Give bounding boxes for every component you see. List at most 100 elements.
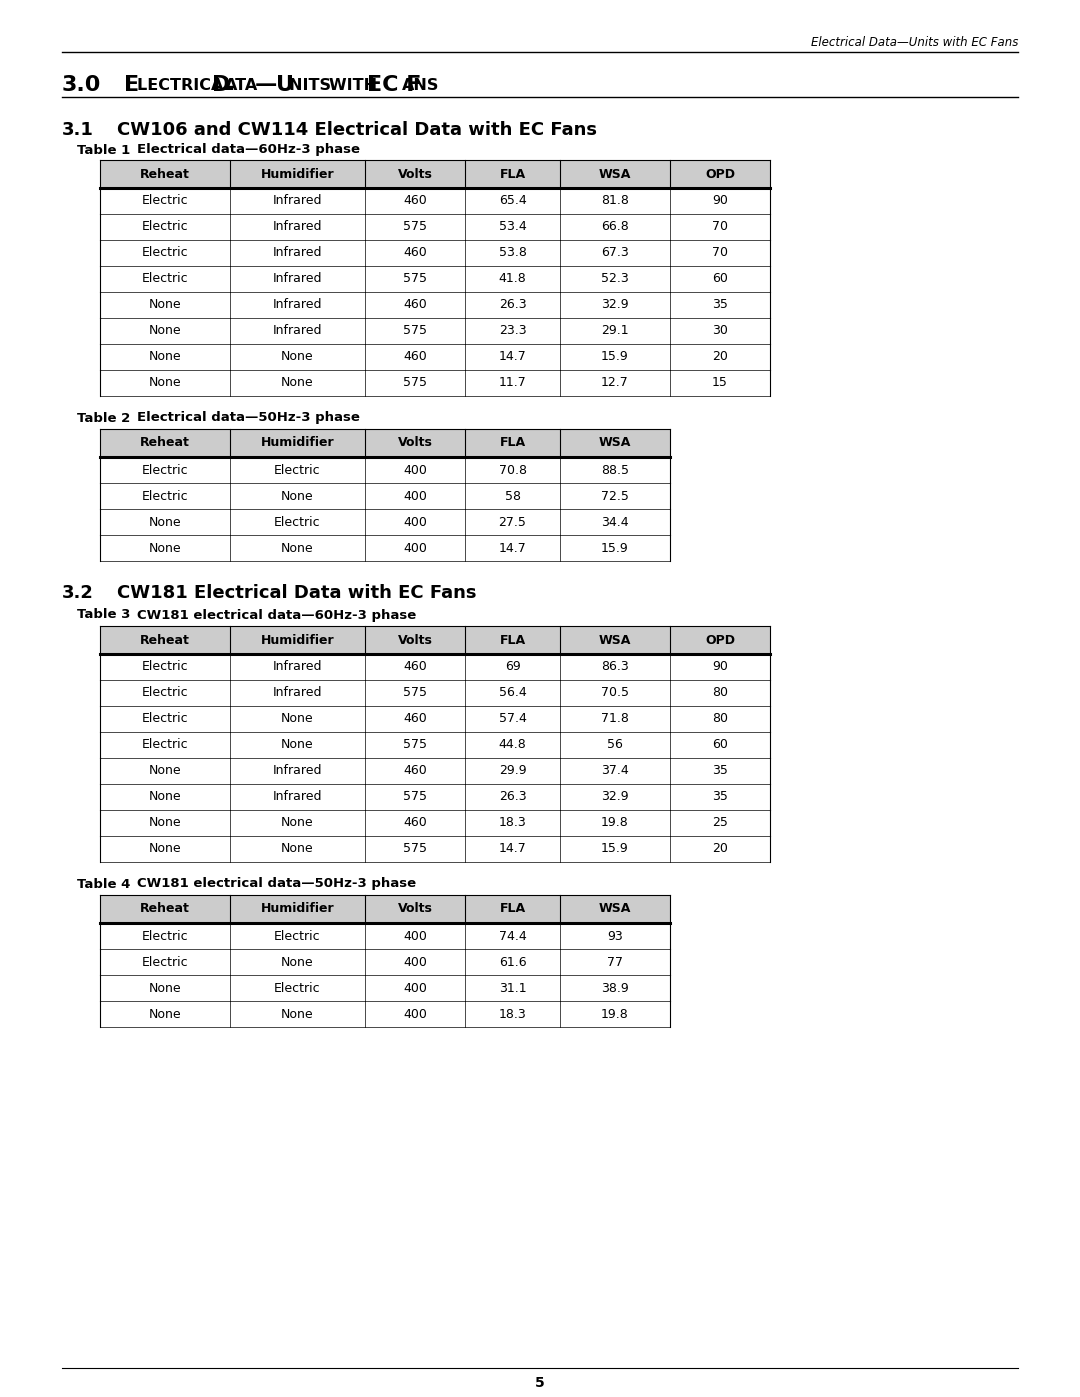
- Text: 74.4: 74.4: [499, 929, 526, 943]
- Text: FLA: FLA: [499, 436, 526, 450]
- Text: None: None: [281, 842, 314, 855]
- Text: 29.9: 29.9: [499, 764, 526, 778]
- Text: WSA: WSA: [598, 168, 631, 180]
- Text: None: None: [281, 1007, 314, 1020]
- Text: 575: 575: [403, 739, 427, 752]
- Text: 14.7: 14.7: [499, 842, 526, 855]
- Text: 15: 15: [712, 377, 728, 390]
- Text: 32.9: 32.9: [602, 299, 629, 312]
- Text: 15.9: 15.9: [602, 542, 629, 555]
- Bar: [100, 535, 670, 562]
- Text: 15.9: 15.9: [602, 842, 629, 855]
- Text: 400: 400: [403, 542, 427, 555]
- Text: 90: 90: [712, 661, 728, 673]
- Text: OPD: OPD: [705, 168, 735, 180]
- Text: 61.6: 61.6: [499, 956, 526, 968]
- Text: Electric: Electric: [141, 194, 188, 208]
- Text: 14.7: 14.7: [499, 351, 526, 363]
- Bar: [100, 680, 770, 705]
- Text: 57.4: 57.4: [499, 712, 526, 725]
- Text: Electric: Electric: [141, 661, 188, 673]
- Text: 25: 25: [712, 816, 728, 830]
- Text: 34.4: 34.4: [602, 515, 629, 528]
- Text: 56.4: 56.4: [499, 686, 526, 700]
- Bar: [100, 810, 770, 835]
- Text: Reheat: Reheat: [140, 436, 190, 450]
- Text: 575: 575: [403, 324, 427, 338]
- Text: Humidifier: Humidifier: [260, 902, 335, 915]
- Text: 14.7: 14.7: [499, 542, 526, 555]
- Text: FLA: FLA: [499, 902, 526, 915]
- Text: None: None: [281, 739, 314, 752]
- Text: 460: 460: [403, 764, 427, 778]
- Bar: [100, 1002, 670, 1027]
- Text: Electric: Electric: [141, 686, 188, 700]
- Text: Table 1: Table 1: [77, 144, 131, 156]
- Text: 5: 5: [535, 1376, 545, 1390]
- Text: 400: 400: [403, 515, 427, 528]
- Text: WSA: WSA: [598, 436, 631, 450]
- Text: 27.5: 27.5: [499, 515, 526, 528]
- Text: NITS: NITS: [289, 77, 337, 92]
- Text: 575: 575: [403, 221, 427, 233]
- Text: 56: 56: [607, 739, 623, 752]
- Text: 32.9: 32.9: [602, 791, 629, 803]
- Bar: [100, 292, 770, 319]
- Text: 575: 575: [403, 842, 427, 855]
- Text: 77: 77: [607, 956, 623, 968]
- Text: 70: 70: [712, 221, 728, 233]
- Text: None: None: [149, 542, 181, 555]
- Text: 400: 400: [403, 929, 427, 943]
- Text: Electric: Electric: [141, 246, 188, 260]
- Text: 38.9: 38.9: [602, 982, 629, 995]
- Text: Table 3: Table 3: [77, 609, 131, 622]
- Text: None: None: [149, 816, 181, 830]
- Text: 86.3: 86.3: [602, 661, 629, 673]
- Text: None: None: [149, 842, 181, 855]
- Text: Electric: Electric: [274, 929, 321, 943]
- Text: 71.8: 71.8: [602, 712, 629, 725]
- Text: Electric: Electric: [141, 464, 188, 476]
- Text: 53.4: 53.4: [499, 221, 526, 233]
- Text: 70.5: 70.5: [600, 686, 629, 700]
- Text: LECTRICAL: LECTRICAL: [137, 77, 240, 92]
- Text: Electric: Electric: [141, 712, 188, 725]
- Text: 80: 80: [712, 712, 728, 725]
- Text: 30: 30: [712, 324, 728, 338]
- Text: Electric: Electric: [274, 464, 321, 476]
- Text: 20: 20: [712, 842, 728, 855]
- Text: 29.1: 29.1: [602, 324, 629, 338]
- Text: 58: 58: [504, 489, 521, 503]
- Text: 460: 460: [403, 299, 427, 312]
- Text: None: None: [149, 351, 181, 363]
- Text: None: None: [149, 764, 181, 778]
- Text: 67.3: 67.3: [602, 246, 629, 260]
- Bar: [100, 370, 770, 395]
- Text: 575: 575: [403, 686, 427, 700]
- Text: 35: 35: [712, 791, 728, 803]
- Text: 575: 575: [403, 377, 427, 390]
- Text: None: None: [281, 542, 314, 555]
- Text: 88.5: 88.5: [600, 464, 629, 476]
- Text: 18.3: 18.3: [499, 1007, 526, 1020]
- Text: Reheat: Reheat: [140, 633, 190, 647]
- Text: 26.3: 26.3: [499, 791, 526, 803]
- Text: 18.3: 18.3: [499, 816, 526, 830]
- Text: 41.8: 41.8: [499, 272, 526, 285]
- Text: 60: 60: [712, 272, 728, 285]
- Text: 19.8: 19.8: [602, 1007, 629, 1020]
- Text: None: None: [149, 982, 181, 995]
- Text: FLA: FLA: [499, 633, 526, 647]
- Text: 90: 90: [712, 194, 728, 208]
- Text: CW181 Electrical Data with EC Fans: CW181 Electrical Data with EC Fans: [117, 584, 476, 602]
- Text: Electrical data—60Hz-3 phase: Electrical data—60Hz-3 phase: [137, 144, 360, 156]
- Text: 460: 460: [403, 661, 427, 673]
- Bar: [100, 784, 770, 810]
- Text: CW106 and CW114 Electrical Data with EC Fans: CW106 and CW114 Electrical Data with EC …: [117, 122, 597, 138]
- Bar: [100, 759, 770, 784]
- Text: WITH: WITH: [329, 77, 382, 92]
- Text: 460: 460: [403, 816, 427, 830]
- Text: FLA: FLA: [499, 168, 526, 180]
- Bar: [100, 835, 770, 862]
- Text: CW181 electrical data—60Hz-3 phase: CW181 electrical data—60Hz-3 phase: [137, 609, 416, 622]
